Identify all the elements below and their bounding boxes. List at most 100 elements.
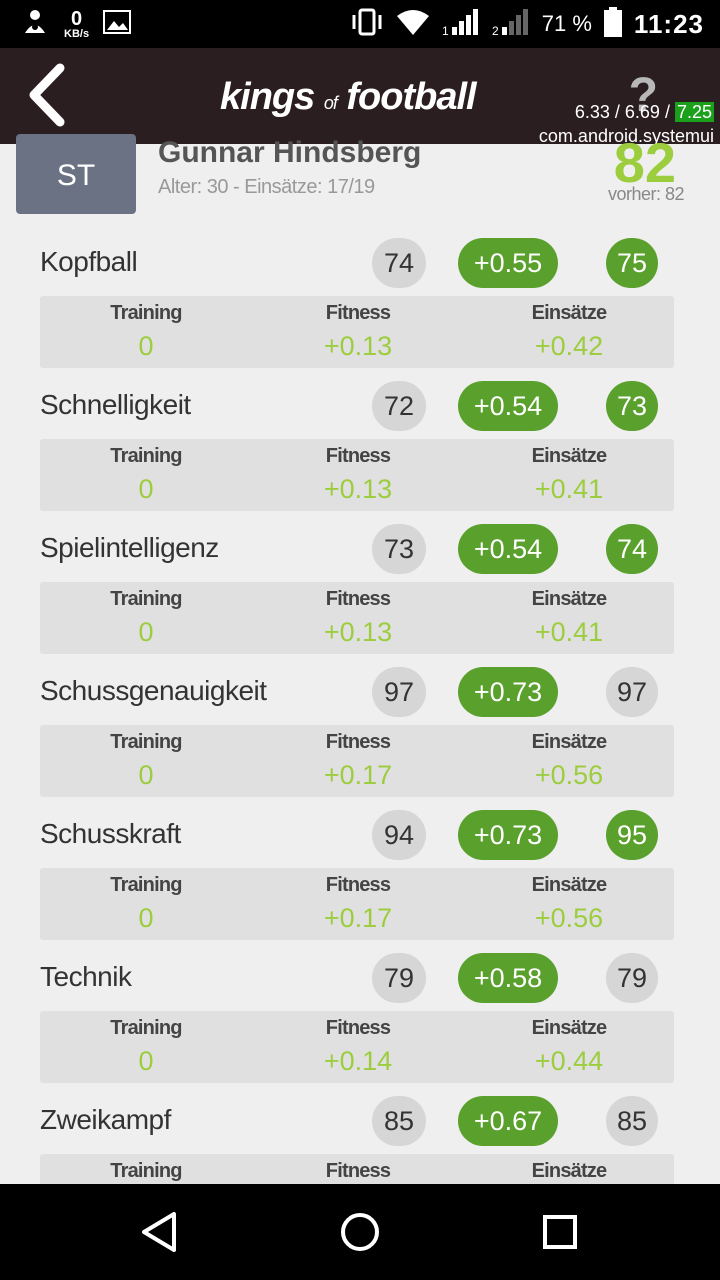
- training-column: Training: [66, 1160, 226, 1184]
- new-value-badge: 75: [606, 238, 658, 288]
- wifi-icon: [396, 8, 430, 41]
- notification-icon: [20, 7, 50, 42]
- signal-icon: 2: [492, 7, 530, 42]
- fitness-column: Fitness: [278, 1160, 438, 1184]
- fitness-column: Fitness +0.17: [278, 874, 438, 934]
- app-logo: kings of football: [220, 76, 477, 119]
- einsaetze-column: Einsätze: [489, 1160, 649, 1184]
- einsaetze-column: Einsätze +0.42: [489, 302, 649, 362]
- attribute-breakdown: Training 0 Fitness +0.13 Einsätze +0.41: [40, 439, 674, 511]
- attribute-breakdown: Training 0 Fitness +0.17 Einsätze +0.56: [40, 725, 674, 797]
- fitness-label: Fitness: [325, 1160, 391, 1182]
- einsaetze-column: Einsätze +0.44: [489, 1017, 649, 1077]
- back-triangle-icon: [142, 1212, 176, 1252]
- training-column: Training 0: [66, 874, 226, 934]
- training-label: Training: [110, 1017, 182, 1039]
- attribute-breakdown: Training Fitness Einsätze: [40, 1154, 674, 1184]
- einsaetze-label: Einsätze: [531, 588, 608, 610]
- attribute-list[interactable]: Kopfball 74 +0.55 75 Training 0 Fitness +0.13 Ei…: [0, 224, 720, 1184]
- fitness-value: +0.17: [323, 903, 393, 933]
- chevron-left-icon: [29, 63, 65, 127]
- svg-text:1: 1: [442, 24, 449, 37]
- nav-recents-button[interactable]: [536, 1208, 584, 1256]
- attribute-row[interactable]: Kopfball 74 +0.55 75 Training 0 Fitness +0.13 Ei…: [0, 224, 720, 368]
- fitness-column: Fitness +0.14: [278, 1017, 438, 1077]
- status-bar: 0 KB/s 1 2 71 % 11:23: [0, 0, 720, 48]
- einsaetze-label: Einsätze: [531, 874, 608, 896]
- app-header: kings of football ? 6.33 / 6.69 / 7.25 c…: [0, 48, 720, 146]
- delta-badge: +0.73: [458, 667, 558, 717]
- network-speed-unit: KB/s: [64, 27, 90, 40]
- overlay-highlight: 7.25: [674, 102, 714, 122]
- attribute-row[interactable]: Schnelligkeit 72 +0.54 73 Training 0 Fitness +0…: [0, 367, 720, 511]
- overlay-process: com.android.systemui: [538, 126, 714, 146]
- new-value-badge: 74: [606, 524, 658, 574]
- einsaetze-label: Einsätze: [531, 1160, 608, 1182]
- einsaetze-value: +0.42: [534, 331, 604, 361]
- old-value-badge: 85: [372, 1096, 426, 1146]
- einsaetze-value: +0.41: [534, 474, 604, 504]
- attribute-row[interactable]: Schusskraft 94 +0.73 95 Training 0 Fitness +0.1…: [0, 796, 720, 940]
- training-value: 0: [138, 1046, 154, 1076]
- new-value-badge: 79: [606, 953, 658, 1003]
- attribute-breakdown: Training 0 Fitness +0.14 Einsätze +0.44: [40, 1011, 674, 1083]
- network-speed-value: 0: [70, 7, 83, 30]
- nav-back-button[interactable]: [136, 1208, 184, 1256]
- delta-badge: +0.54: [458, 524, 558, 574]
- back-button[interactable]: [22, 62, 74, 128]
- attribute-row[interactable]: Technik 79 +0.58 79 Training 0 Fitness +0.14 Ein…: [0, 939, 720, 1083]
- training-column: Training 0: [66, 302, 226, 362]
- einsaetze-value: +0.41: [534, 617, 604, 647]
- position-badge: ST: [16, 134, 136, 214]
- new-value-badge: 73: [606, 381, 658, 431]
- einsaetze-value: +0.44: [534, 1046, 604, 1076]
- svg-text:2: 2: [492, 24, 499, 37]
- old-value-badge: 73: [372, 524, 426, 574]
- logo-football: football: [346, 76, 476, 118]
- nav-home-button[interactable]: [336, 1208, 384, 1256]
- einsaetze-label: Einsätze: [531, 302, 608, 324]
- help-button[interactable]: ?: [628, 69, 658, 122]
- attribute-name: Kopfball: [40, 246, 138, 277]
- old-value-badge: 72: [372, 381, 426, 431]
- attribute-breakdown: Training 0 Fitness +0.13 Einsätze +0.41: [40, 582, 674, 654]
- fitness-label: Fitness: [325, 731, 391, 753]
- player-name: Gunnar Hindsberg: [158, 136, 422, 169]
- training-value: 0: [138, 331, 154, 361]
- fitness-label: Fitness: [325, 445, 391, 467]
- player-rating: 82: [613, 131, 676, 194]
- attribute-name: Technik: [40, 961, 132, 992]
- image-icon: [103, 9, 132, 39]
- training-label: Training: [110, 302, 182, 324]
- training-label: Training: [110, 731, 182, 753]
- attribute-row[interactable]: Zweikampf 85 +0.67 85 Training Fitness Einsätz…: [0, 1082, 720, 1184]
- navigation-bar: [0, 1184, 720, 1280]
- old-value-badge: 79: [372, 953, 426, 1003]
- clock: 11:23: [633, 8, 704, 39]
- fitness-column: Fitness +0.13: [278, 302, 438, 362]
- debug-overlay: 6.33 / 6.69 / 7.25 com.android.systemui: [539, 100, 714, 148]
- einsaetze-label: Einsätze: [531, 731, 608, 753]
- fitness-column: Fitness +0.13: [278, 445, 438, 505]
- training-column: Training 0: [66, 1017, 226, 1077]
- home-circle-icon: [341, 1213, 379, 1251]
- training-label: Training: [110, 588, 182, 610]
- delta-badge: +0.54: [458, 381, 558, 431]
- signal-icon: 1: [442, 7, 480, 42]
- new-value-badge: 97: [606, 667, 658, 717]
- fitness-value: +0.13: [323, 331, 393, 361]
- fitness-value: +0.13: [323, 617, 393, 647]
- old-value-badge: 74: [372, 238, 426, 288]
- old-value-badge: 97: [372, 667, 426, 717]
- battery-icon: [603, 6, 622, 42]
- attribute-row[interactable]: Spielintelligenz 73 +0.54 74 Training 0 Fitnes…: [0, 510, 720, 654]
- einsaetze-label: Einsätze: [531, 445, 608, 467]
- fitness-label: Fitness: [325, 588, 391, 610]
- attribute-row[interactable]: Schussgenauigkeit 97 +0.73 97 Training 0 Fitne…: [0, 653, 720, 797]
- logo-kings: kings: [220, 76, 315, 118]
- fitness-value: +0.17: [323, 760, 393, 790]
- new-value-badge: 85: [606, 1096, 658, 1146]
- einsaetze-label: Einsätze: [531, 1017, 608, 1039]
- network-speed: 0 KB/s: [64, 9, 89, 40]
- einsaetze-column: Einsätze +0.41: [489, 445, 649, 505]
